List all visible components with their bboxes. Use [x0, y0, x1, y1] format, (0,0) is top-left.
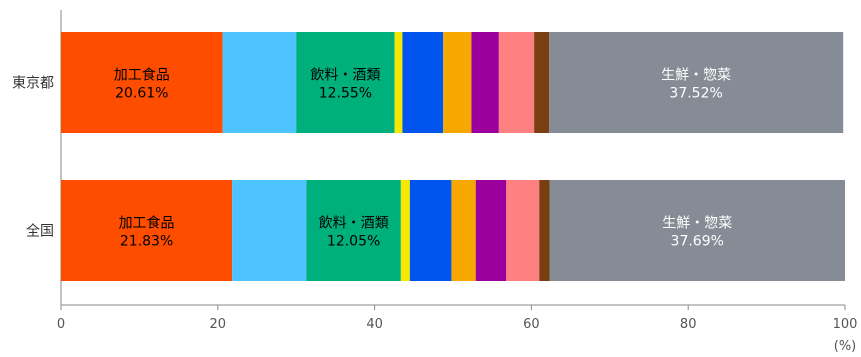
segment-label-name: 飲料・酒類 — [310, 68, 380, 84]
category-label: 東京都 — [12, 76, 54, 92]
bar-segment-1-7 — [506, 180, 540, 281]
segment-label-value: 12.05% — [327, 234, 380, 250]
bar-segment-1-9 — [549, 180, 845, 281]
segment-label-value: 20.61% — [115, 86, 168, 102]
segment-label-value: 21.83% — [120, 234, 173, 250]
bar-segment-0-3 — [394, 32, 403, 133]
segment-label-value: 12.55% — [319, 86, 372, 102]
segment-label-name: 飲料・酒類 — [319, 216, 389, 232]
x-tick-label: 80 — [680, 317, 697, 332]
x-tick-label: 60 — [523, 317, 540, 332]
bar-segment-1-2 — [306, 180, 401, 281]
segment-label-name: 加工食品 — [114, 67, 170, 84]
bar-segment-1-5 — [451, 180, 476, 281]
bar-segment-0-0 — [61, 32, 223, 133]
bar-segment-1-1 — [232, 180, 307, 281]
segment-label-name: 生鮮・惣菜 — [661, 68, 731, 84]
segment-label-name: 加工食品 — [119, 215, 175, 232]
segment-label-name: 生鮮・惣菜 — [662, 216, 732, 232]
segment-label-value: 37.69% — [671, 234, 724, 250]
bar-segment-1-3 — [400, 180, 410, 281]
bar-segment-1-8 — [539, 180, 550, 281]
bar-segment-0-6 — [471, 32, 499, 133]
bar-segment-1-0 — [61, 180, 233, 281]
bar-segment-0-1 — [222, 32, 297, 133]
bars-group: 加工食品 20.61% 飲料・酒類 12.55% 生鮮・惣菜 37.52% 加工食品 21.8… — [61, 32, 845, 281]
category-label: 全国 — [26, 223, 54, 240]
bar-segment-1-6 — [475, 180, 507, 281]
bar-segment-0-5 — [443, 32, 472, 133]
x-tick-label: 100 — [833, 317, 858, 332]
bar-segment-0-4 — [402, 32, 444, 133]
x-tick-label: 0 — [57, 317, 65, 332]
bar-segment-0-9 — [549, 32, 844, 133]
bar-segment-0-7 — [498, 32, 535, 133]
segment-label-value: 37.52% — [669, 86, 722, 102]
bar-segment-0-8 — [534, 32, 550, 133]
x-ticks-group: 0 20 40 60 80 100 — [57, 305, 858, 332]
x-tick-label: 20 — [210, 317, 227, 332]
bar-segment-0-2 — [296, 32, 395, 133]
bar-segment-1-4 — [409, 180, 452, 281]
x-tick-label: 40 — [366, 317, 383, 332]
x-axis-unit: (%) — [834, 339, 857, 354]
